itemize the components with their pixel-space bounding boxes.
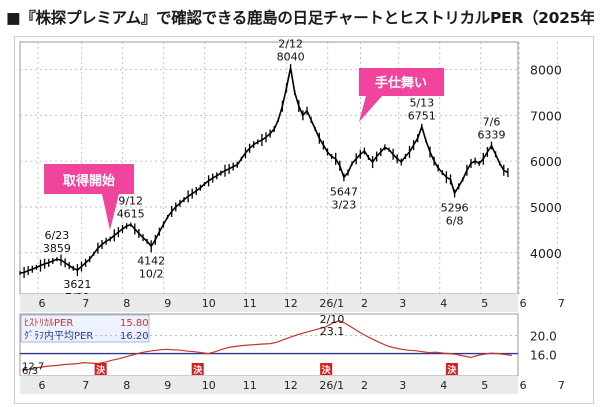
earnings-marker <box>445 363 458 375</box>
per-legend-value: 15.80 <box>120 318 149 329</box>
price-annotation-bottom: 6339 <box>478 129 506 142</box>
per-legend-box <box>20 314 150 343</box>
per-start-date: 6/3 <box>22 366 38 377</box>
price-y-axis: 4000 5000 6000 7000 8000 <box>530 62 562 260</box>
per-panel: ﾋｽﾄﾘｶﾙPER 15.80 ｸﾞﾗﾌ内平均PER 16.20 20.0 16.0 12.… <box>19 313 565 394</box>
per-line <box>21 320 513 371</box>
price-annotation-bottom: 3/23 <box>332 198 357 211</box>
per-x-tick-label: 12 <box>284 379 298 392</box>
price-x-tick-label: 8 <box>123 297 130 310</box>
price-annotation-bottom: 4615 <box>117 208 145 221</box>
price-x-tick-label: 7 <box>82 297 89 310</box>
earnings-marker-label: 決 <box>322 364 332 376</box>
callout-sell-label: 手仕舞い <box>375 75 427 91</box>
price-x-tick-label: 7 <box>558 297 565 310</box>
chart-frame: 6/23385936217/299/124615414210/22/128040… <box>14 36 594 404</box>
price-x-tick-label: 10 <box>202 297 216 310</box>
price-x-tick-label: 26/1 <box>319 297 344 310</box>
avg-legend-label: ｸﾞﾗﾌ内平均PER <box>24 329 93 342</box>
price-x-tick-label: 6 <box>39 297 46 310</box>
price-annotation-bottom: 8040 <box>277 51 305 64</box>
price-annotation-top: 3621 <box>63 278 91 291</box>
per-x-tick-label: 8 <box>123 379 130 392</box>
earnings-marker <box>191 363 204 375</box>
price-series <box>19 64 509 278</box>
per-y-tick-label: 16.0 <box>530 349 557 363</box>
price-y-tick-label: 7000 <box>530 108 562 123</box>
price-y-tick-label: 5000 <box>530 200 562 215</box>
price-annotation-bottom: 10/2 <box>139 267 164 280</box>
earnings-marker <box>320 363 333 375</box>
per-y-tick-label: 20.0 <box>530 329 557 343</box>
per-x-tick-label: 7 <box>558 379 565 392</box>
callout-buy-label: 取得開始 <box>63 173 115 189</box>
price-x-tick-label: 4 <box>440 297 447 310</box>
earnings-marker-label: 決 <box>447 364 457 376</box>
price-y-tick-label: 8000 <box>530 62 562 77</box>
per-x-tick-label: 2 <box>361 379 368 392</box>
per-x-tick-label: 6 <box>520 379 527 392</box>
price-annotation-top: 5296 <box>441 201 469 214</box>
price-x-axis-band <box>20 294 518 312</box>
price-annotation-top: 5/13 <box>409 97 434 110</box>
earnings-marker-label: 決 <box>96 364 106 376</box>
price-y-tick-label: 4000 <box>530 246 562 261</box>
per-x-tick-label: 5 <box>481 379 488 392</box>
callout-buy-bubble <box>44 164 134 230</box>
per-start-value: 12.7 <box>22 361 44 372</box>
per-x-tick-label: 7 <box>82 379 89 392</box>
price-annotation-bottom: 3859 <box>43 242 71 255</box>
price-line <box>20 67 509 274</box>
chart-title: ■『株探プレミアム』で確認できる鹿島の日足チャートとヒストリカルPER（2025… <box>6 9 594 27</box>
price-x-tick-label: 12 <box>284 297 298 310</box>
per-legend-label: ﾋｽﾄﾘｶﾙPER <box>24 317 73 329</box>
price-annotation-top: 9/12 <box>118 195 143 208</box>
price-annotation-bottom: 6751 <box>408 110 436 123</box>
per-x-tick-label: 6 <box>39 379 46 392</box>
price-annotation-bottom: 6/8 <box>446 214 464 227</box>
chart-outer-border <box>14 36 594 404</box>
trade-callouts: 取得開始 手仕舞い <box>44 68 444 230</box>
per-x-tick-label: 9 <box>164 379 171 392</box>
per-x-tick-label: 3 <box>399 379 406 392</box>
price-annotation-top: 6/23 <box>45 229 70 242</box>
per-x-tick-label: 11 <box>243 379 257 392</box>
earnings-marker-label: 決 <box>193 364 203 376</box>
price-x-tick-label: 6 <box>520 297 527 310</box>
price-y-tick-label: 6000 <box>530 154 562 169</box>
price-annotation-top: 5647 <box>330 185 358 198</box>
price-x-tick-label: 3 <box>399 297 406 310</box>
per-x-axis-band <box>20 376 518 394</box>
price-x-tick-label: 5 <box>481 297 488 310</box>
per-peak-date: 2/10 <box>320 313 345 326</box>
price-annotation-top: 7/6 <box>483 116 501 129</box>
earnings-marker <box>94 363 107 375</box>
price-annotation-top: 2/12 <box>278 38 303 51</box>
per-x-tick-label: 4 <box>440 379 447 392</box>
stock-chart-svg: 6/23385936217/299/124615414210/22/128040… <box>14 36 594 404</box>
price-x-tick-label: 9 <box>164 297 171 310</box>
price-x-tick-label: 11 <box>243 297 257 310</box>
per-peak-value: 23.1 <box>320 325 345 338</box>
price-x-tick-label: 2 <box>361 297 368 310</box>
callout-sell-bubble <box>359 68 444 122</box>
price-x-axis: 6 7 8 9 10 11 12 26/1 2 3 4 5 6 7 <box>20 294 565 312</box>
avg-legend-value: 16.20 <box>120 331 149 342</box>
per-x-tick-label: 10 <box>202 379 216 392</box>
per-x-tick-label: 26/1 <box>319 379 344 392</box>
price-annotation-top: 4142 <box>137 254 165 267</box>
